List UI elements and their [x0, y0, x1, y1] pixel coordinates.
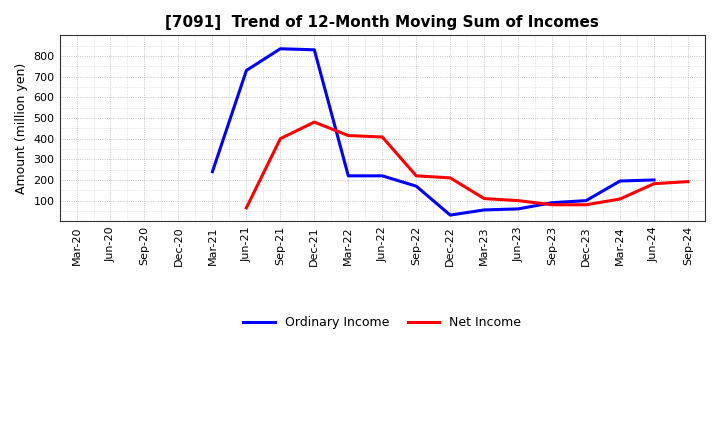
Ordinary Income	[446, 213, 454, 218]
Line: Ordinary Income: Ordinary Income	[212, 49, 654, 215]
Title: [7091]  Trend of 12-Month Moving Sum of Incomes: [7091] Trend of 12-Month Moving Sum of I…	[166, 15, 599, 30]
Legend: Ordinary Income, Net Income: Ordinary Income, Net Income	[238, 311, 526, 334]
Ordinary Income	[412, 183, 420, 189]
Ordinary Income	[208, 169, 217, 174]
Net Income	[548, 202, 557, 207]
Ordinary Income	[344, 173, 353, 179]
Ordinary Income	[582, 198, 590, 203]
Ordinary Income	[276, 46, 284, 51]
Net Income	[310, 120, 319, 125]
Net Income	[378, 134, 387, 139]
Ordinary Income	[649, 177, 658, 183]
Net Income	[276, 136, 284, 141]
Net Income	[412, 173, 420, 179]
Net Income	[582, 202, 590, 207]
Net Income	[480, 196, 488, 201]
Ordinary Income	[480, 207, 488, 213]
Ordinary Income	[616, 178, 624, 183]
Y-axis label: Amount (million yen): Amount (million yen)	[15, 62, 28, 194]
Net Income	[242, 205, 251, 210]
Ordinary Income	[514, 206, 523, 212]
Ordinary Income	[548, 200, 557, 205]
Net Income	[684, 179, 693, 184]
Line: Net Income: Net Income	[246, 122, 688, 208]
Net Income	[514, 198, 523, 203]
Net Income	[649, 181, 658, 186]
Net Income	[344, 133, 353, 138]
Ordinary Income	[378, 173, 387, 179]
Ordinary Income	[310, 47, 319, 52]
Net Income	[446, 175, 454, 180]
Ordinary Income	[242, 68, 251, 73]
Net Income	[616, 196, 624, 202]
